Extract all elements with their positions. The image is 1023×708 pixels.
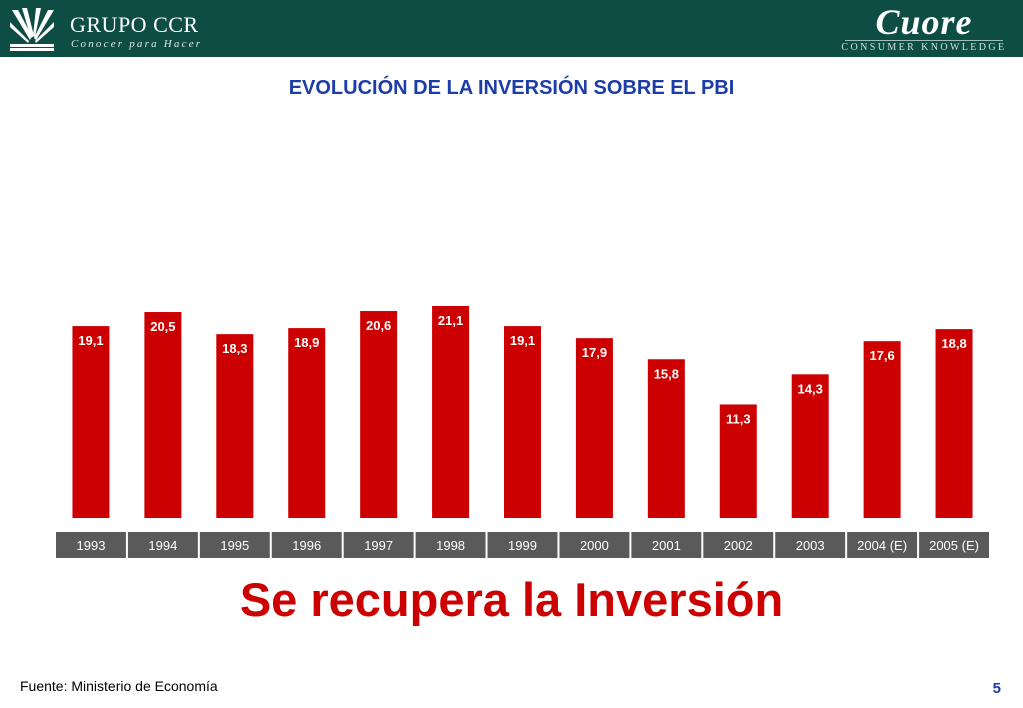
bar-1998: [432, 306, 470, 518]
bar-2005 (E): [935, 329, 973, 518]
bar-1995: [216, 334, 254, 518]
data-label: 14,3: [798, 381, 823, 396]
bar-2003: [791, 374, 829, 518]
category-label: 2004 (E): [857, 538, 907, 553]
category-label: 1996: [292, 538, 321, 553]
category-label: 1993: [77, 538, 106, 553]
category-label-box: [343, 532, 414, 558]
data-label: 15,8: [654, 366, 679, 381]
bar-2004 (E): [863, 341, 901, 518]
category-label-box: [127, 532, 198, 558]
cuore-logo: Cuore CONSUMER KNOWLEDGE: [839, 0, 1009, 57]
grupo-ccr-logo: GRUPO CCR Conocer para Hacer: [8, 6, 208, 52]
page-number: 5: [992, 680, 1001, 697]
bar-1996: [288, 328, 326, 518]
category-label: 1995: [220, 538, 249, 553]
category-label: 1997: [364, 538, 393, 553]
source-note: Fuente: Ministerio de Economía: [20, 678, 218, 694]
category-label-box: [631, 532, 702, 558]
bar-2000: [575, 338, 613, 518]
bar-2002: [719, 404, 757, 518]
cuore-wordmark: Cuore: [875, 2, 973, 42]
category-label: 2002: [724, 538, 753, 553]
data-label: 20,6: [366, 318, 391, 333]
category-label: 2001: [652, 538, 681, 553]
category-label-box: [56, 532, 126, 558]
bar-1999: [504, 326, 541, 518]
bar-1994: [144, 312, 182, 518]
category-label: 2003: [796, 538, 825, 553]
slide-tagline: Se recupera la Inversión: [239, 573, 784, 626]
category-label-box: [775, 532, 846, 558]
category-label: 1994: [148, 538, 177, 553]
data-label: 19,1: [510, 333, 535, 348]
bar-1997: [360, 311, 398, 518]
category-label-box: [415, 532, 486, 558]
category-label-box: [847, 532, 918, 558]
data-label: 21,1: [438, 313, 463, 328]
logo-divider: [845, 40, 1003, 41]
header-bar: GRUPO CCR Conocer para Hacer Cuore CONSU…: [0, 0, 1023, 57]
category-label-box: [919, 532, 989, 558]
category-label-box: [703, 532, 774, 558]
category-label: 1998: [436, 538, 465, 553]
cuore-subtitle: CONSUMER KNOWLEDGE: [841, 42, 1007, 53]
category-label-box: [199, 532, 270, 558]
data-label: 18,3: [222, 341, 247, 356]
leaf-emblem-icon: [10, 8, 54, 51]
category-label-box: [271, 532, 342, 558]
data-label: 18,9: [294, 335, 319, 350]
category-label: 2000: [580, 538, 609, 553]
data-label: 18,8: [941, 336, 966, 351]
data-label: 17,9: [582, 345, 607, 360]
category-label-box: [487, 532, 558, 558]
brand-subtitle: Conocer para Hacer: [71, 38, 203, 50]
data-label: 19,1: [78, 333, 103, 348]
category-label: 1999: [508, 538, 537, 553]
category-label-box: [559, 532, 630, 558]
slide-title: EVOLUCIÓN DE LA INVERSIÓN SOBRE EL PBI: [288, 77, 735, 99]
data-label: 11,3: [726, 411, 751, 426]
category-label: 2005 (E): [929, 538, 979, 553]
bar-1993: [72, 326, 110, 518]
data-label: 17,6: [869, 348, 894, 363]
brand-title: GRUPO CCR: [70, 12, 199, 37]
bar-2001: [647, 359, 685, 518]
data-label: 20,5: [150, 319, 175, 334]
